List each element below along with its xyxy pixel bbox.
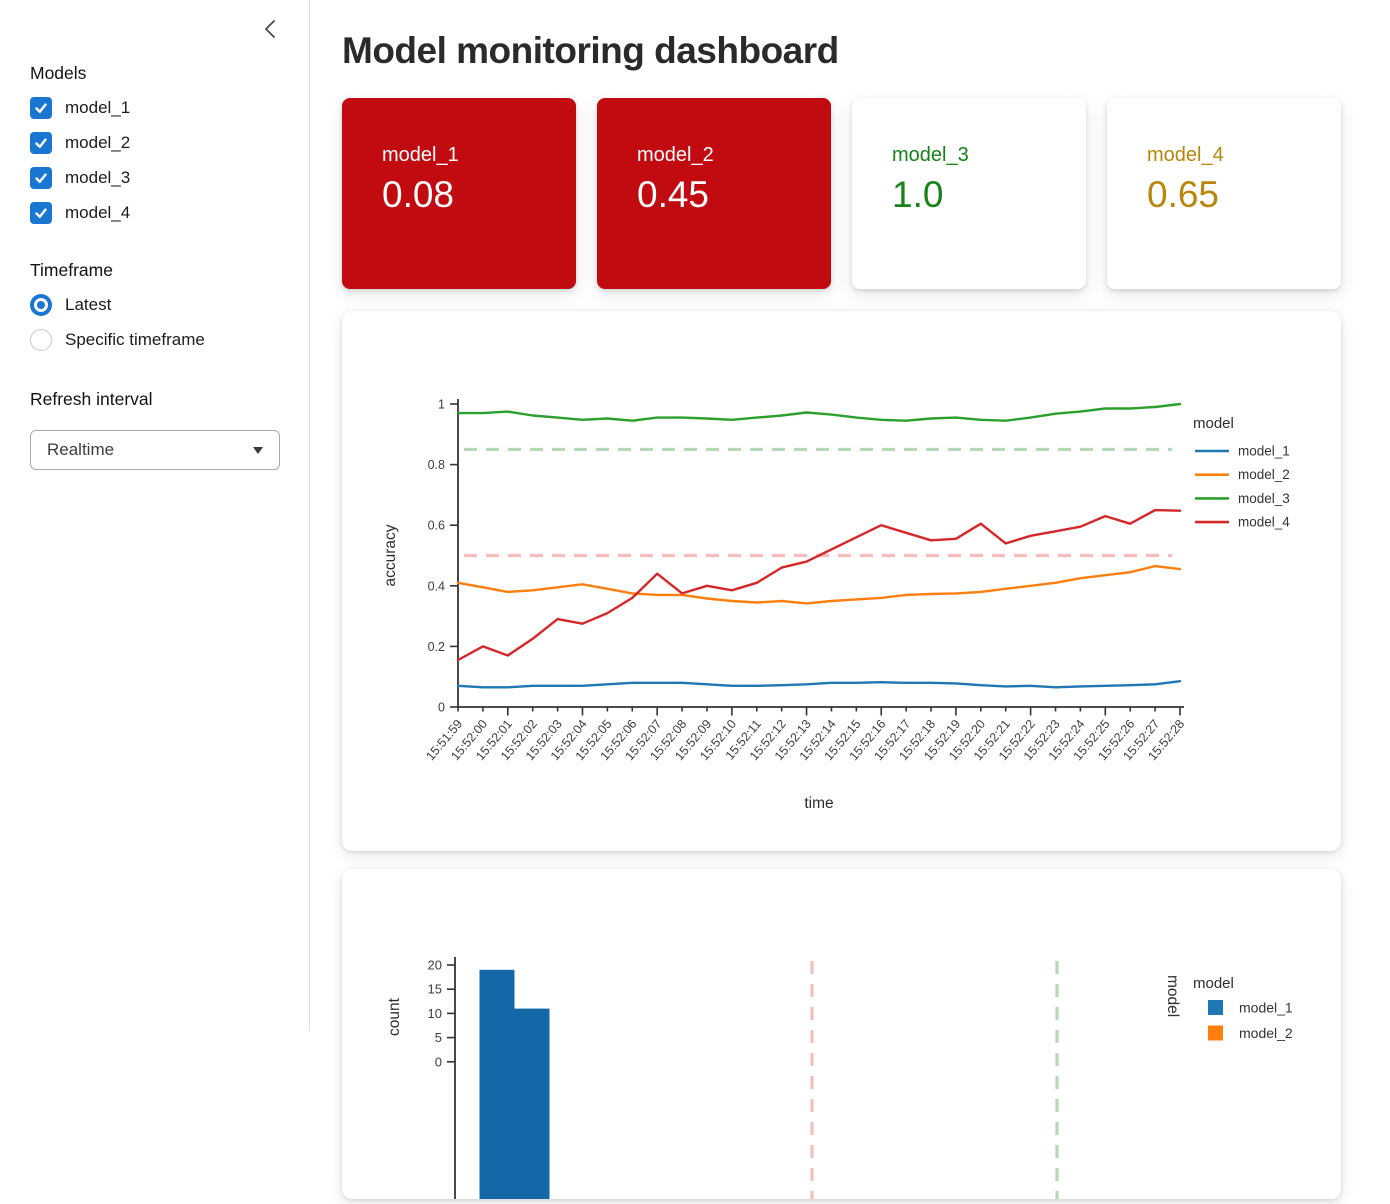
legend-swatch-model_1 (1208, 1000, 1223, 1015)
series-line-model_3 (456, 402, 1182, 422)
metric-card-model-3: model_3 1.0 (852, 98, 1086, 289)
checkbox-label: model_3 (65, 168, 131, 187)
legend-label-model_2: model_2 (1239, 1025, 1293, 1041)
y-tick-label: 1 (438, 398, 445, 412)
y-tick-label: 0.4 (428, 579, 445, 593)
y-tick-label: 15 (428, 982, 442, 997)
refresh-interval-value: Realtime (47, 440, 115, 459)
histogram-bar-1 (514, 1008, 550, 1202)
metric-card-model-1: model_1 0.08 (342, 98, 576, 289)
y-tick-label: 0.2 (428, 640, 445, 654)
chevron-down-icon (253, 446, 263, 454)
refresh-interval-select[interactable]: Realtime (30, 430, 280, 470)
metric-card-label: model_1 (382, 144, 459, 166)
radio-label: Latest (65, 295, 112, 314)
facet-row-label: model (1164, 975, 1181, 1017)
chevron-left-icon (263, 19, 277, 42)
y-tick-label: 0.8 (428, 458, 445, 472)
accuracy-line-chart-panel: 0 0.2 0.4 0.6 0.8 1 15:51:59 15:52:00 15:52:01 15… (342, 311, 1341, 851)
checkbox-label: model_4 (65, 203, 131, 222)
metric-card-value: 1.0 (892, 174, 944, 215)
model-checkbox-3[interactable]: model_3 (30, 167, 309, 189)
series-line-model_1 (456, 680, 1182, 689)
accuracy-histogram-chart: 20 15 10 5 0 count model model model_1 model_2 (386, 957, 1293, 1202)
legend-label-model_1: model_1 (1238, 444, 1290, 459)
axes (457, 399, 1184, 708)
metric-card-value: 0.65 (1147, 174, 1220, 215)
histogram-bar-0 (479, 969, 515, 1202)
legend-title: model (1193, 975, 1234, 992)
checkbox-label: model_2 (65, 133, 131, 152)
checkbox-icon[interactable] (30, 202, 52, 224)
page-title: Model monitoring dashboard (342, 30, 839, 71)
series-line-model_2 (456, 564, 1182, 605)
y-tick-label: 20 (428, 958, 442, 973)
metric-card-label: model_3 (892, 144, 969, 166)
y-axis-label: accuracy (382, 524, 399, 586)
radio-icon[interactable] (30, 329, 52, 351)
checkbox-icon[interactable] (30, 132, 52, 154)
y-tick-label: 0 (435, 1054, 442, 1069)
metric-cards-row: model_1 0.08 model_2 0.45 model_3 1.0 mo… (342, 98, 1341, 289)
y-tick-label: 0.6 (428, 519, 445, 533)
accuracy-line-chart: 00.20.40.60.8115:51:5915:52:0015:52:0115… (382, 398, 1290, 813)
metric-card-value: 0.08 (382, 174, 455, 215)
legend-label-model_1: model_1 (1239, 1000, 1293, 1016)
x-axis-label: time (804, 795, 833, 812)
radio-icon[interactable] (30, 294, 52, 316)
sidebar: Models model_1 model_2 model_3 model_4 T… (0, 0, 310, 1031)
checkbox-icon[interactable] (30, 97, 52, 119)
main-content: Model monitoring dashboard model_1 0.08 … (311, 0, 1390, 1202)
metric-card-model-4: model_4 0.65 (1107, 98, 1341, 289)
timeframe-radio-0[interactable]: Latest (30, 294, 309, 316)
series-line-model_4 (456, 508, 1182, 662)
sidebar-collapse-button[interactable] (259, 18, 281, 42)
y-tick-label: 0 (438, 701, 445, 715)
legend-swatch-model_2 (1208, 1025, 1223, 1041)
y-tick-label: 5 (435, 1030, 442, 1045)
metric-card-label: model_2 (637, 144, 714, 166)
y-tick-label: 10 (428, 1006, 442, 1021)
checkbox-icon[interactable] (30, 167, 52, 189)
y-axis-label: count (386, 997, 403, 1036)
metric-card-label: model_4 (1147, 144, 1224, 166)
model-checkbox-4[interactable]: model_4 (30, 202, 309, 224)
refresh-interval-label: Refresh interval (30, 389, 153, 409)
accuracy-histogram-panel: 20 15 10 5 0 count model model model_1 model_2 (342, 869, 1341, 1202)
model-checkbox-1[interactable]: model_1 (30, 97, 309, 119)
model-checkbox-2[interactable]: model_2 (30, 132, 309, 154)
timeframe-radio-1[interactable]: Specific timeframe (30, 329, 309, 351)
timeframe-section-label: Timeframe (30, 260, 113, 280)
metric-card-model-2: model_2 0.45 (597, 98, 831, 289)
models-section-label: Models (30, 63, 87, 83)
radio-label: Specific timeframe (65, 330, 205, 349)
metric-card-value: 0.45 (637, 174, 710, 215)
legend-label-model_3: model_3 (1238, 491, 1290, 506)
legend-title: model (1193, 415, 1234, 432)
legend-label-model_4: model_4 (1238, 515, 1290, 530)
legend-label-model_2: model_2 (1238, 467, 1290, 482)
checkbox-label: model_1 (65, 98, 131, 117)
